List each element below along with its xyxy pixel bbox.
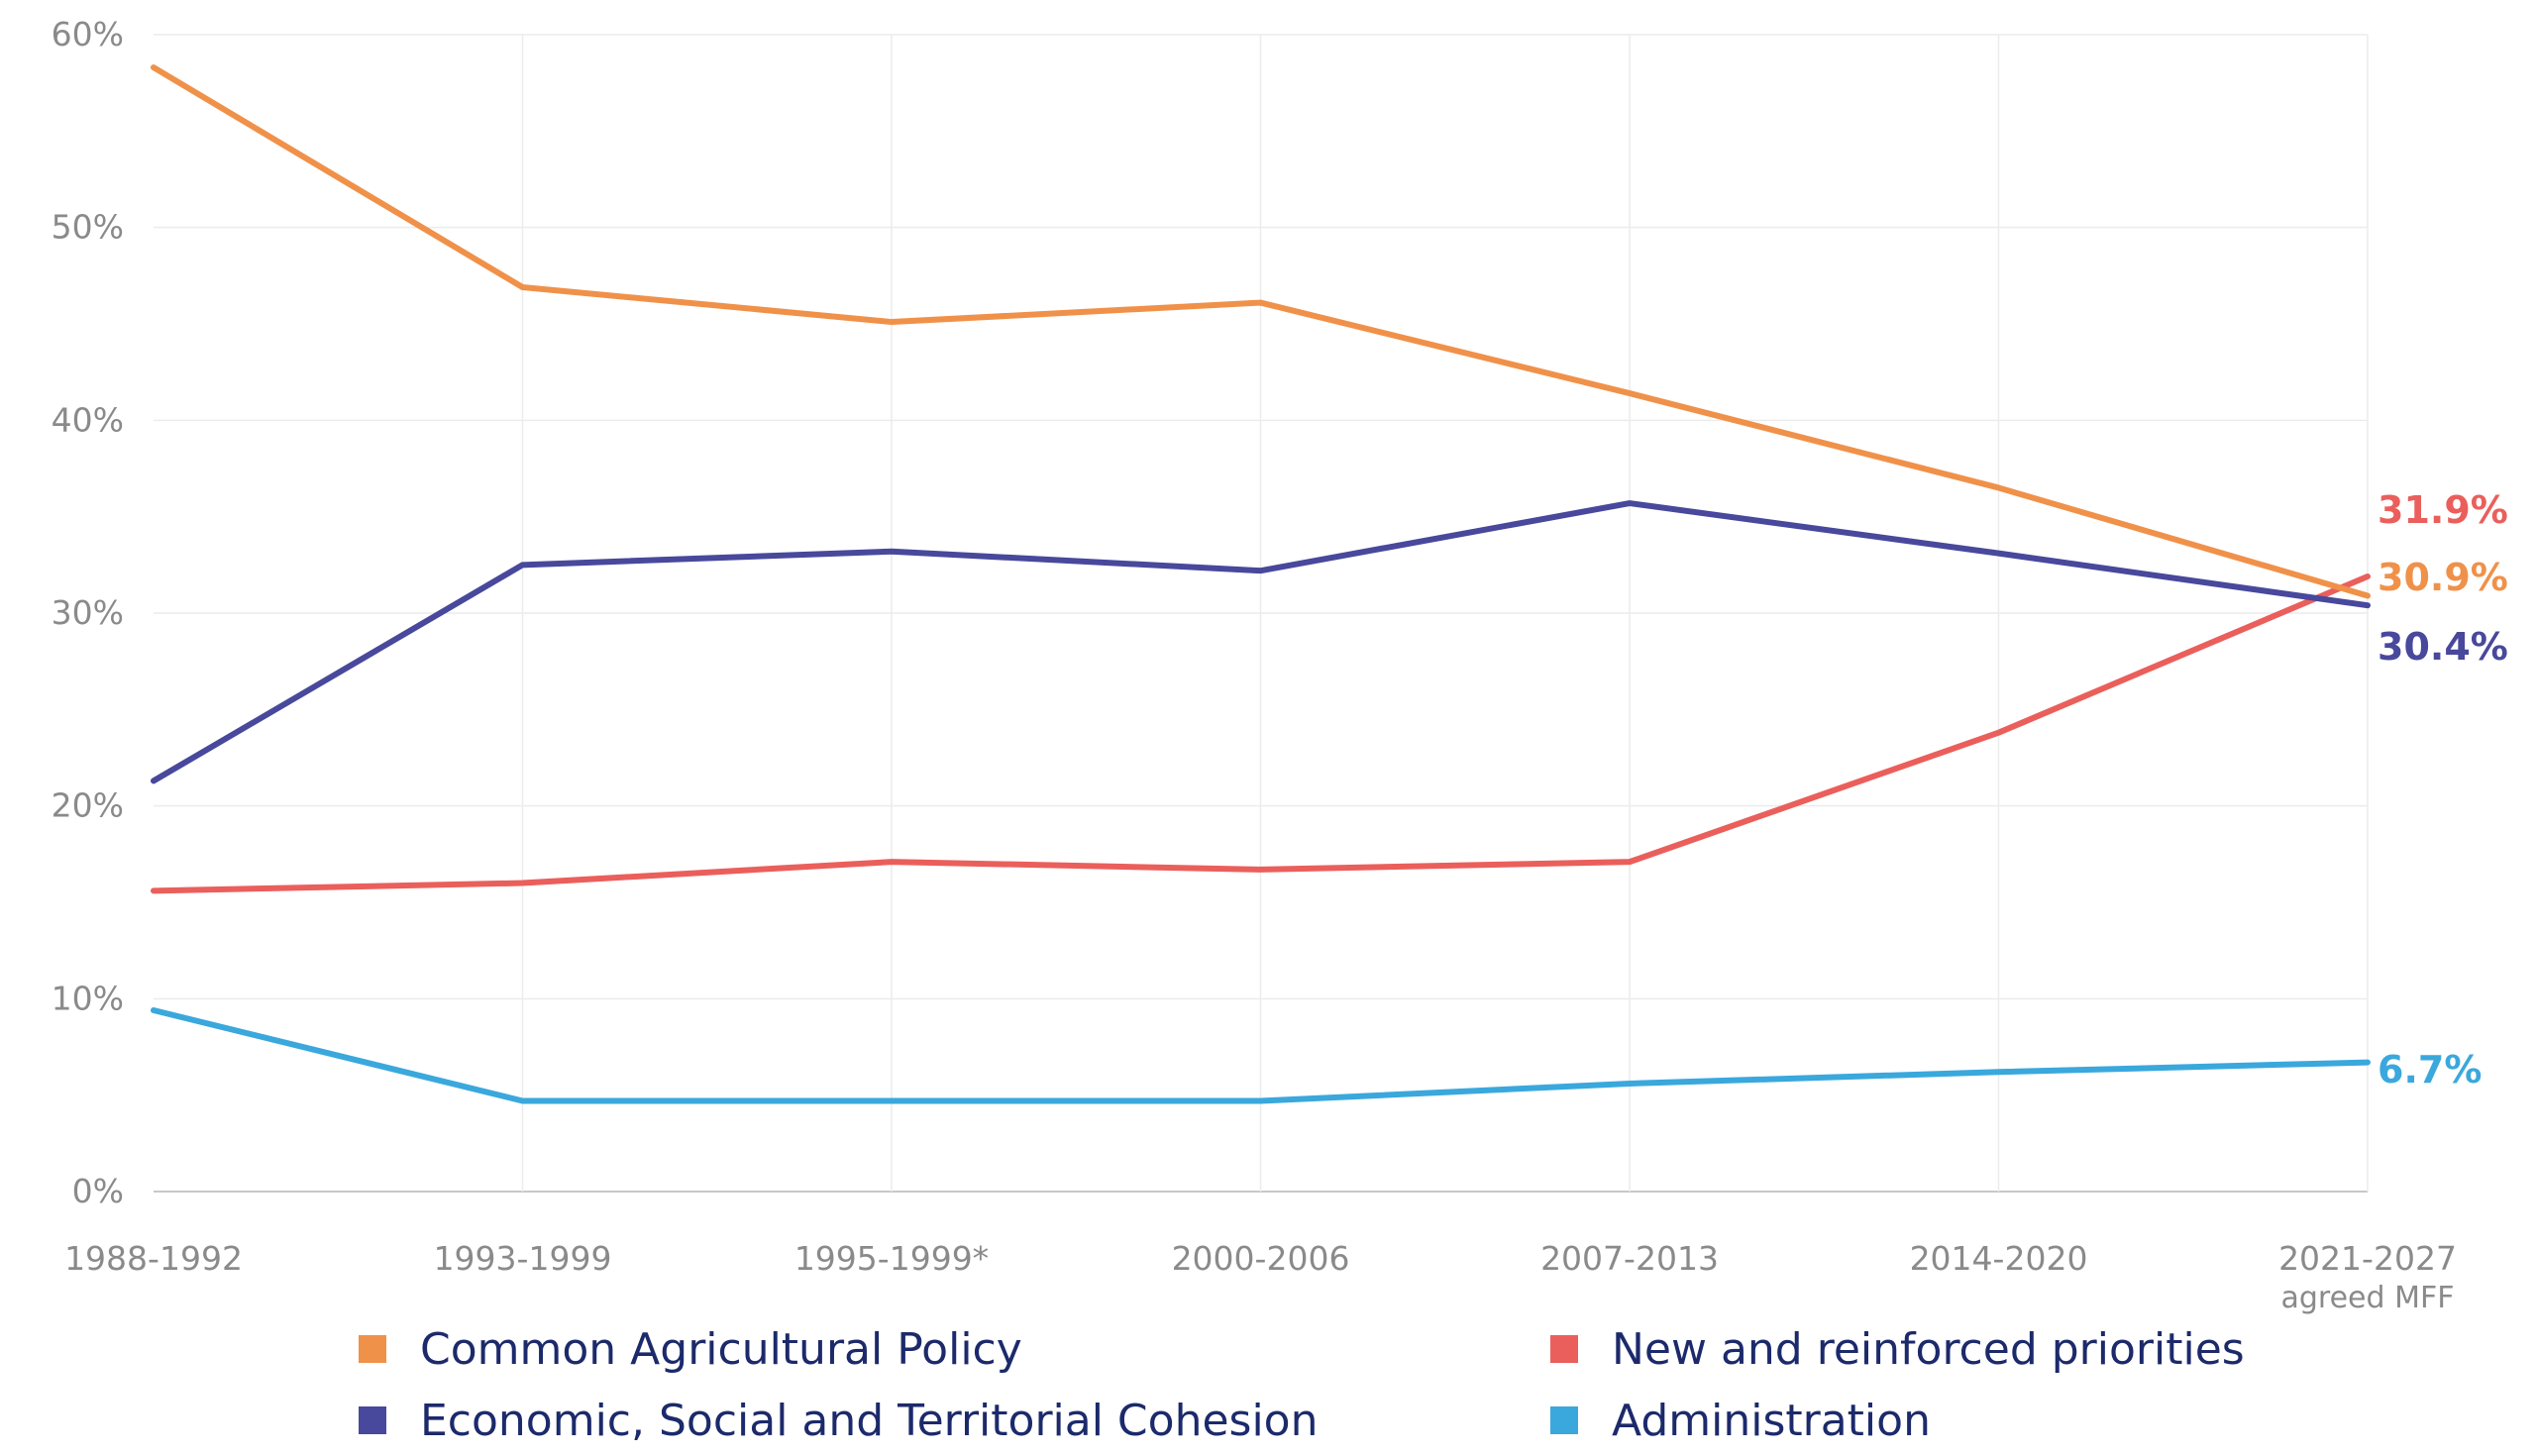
legend-swatch-admin	[1550, 1406, 1578, 1434]
legend-label-cap: Common Agricultural Policy	[420, 1324, 1022, 1375]
y-tick-label: 60%	[52, 15, 124, 53]
x-tick-label: 2021-2027	[2278, 1239, 2457, 1278]
x-tick-label: 1995-1999*	[794, 1239, 989, 1278]
grid-lines	[154, 34, 2369, 1193]
y-tick-label: 0%	[72, 1172, 124, 1210]
x-axis: 1988-1992 1993-1999 1995-1999* 2000-2006 200…	[64, 1239, 2457, 1315]
series-line-cohesion	[151, 500, 2371, 784]
legend: Common Agricultural Policy New and reinfo…	[359, 1324, 2245, 1446]
legend-label-admin: Administration	[1612, 1396, 1931, 1446]
y-tick-label: 10%	[52, 979, 124, 1017]
end-label-cap: 30.9%	[2378, 556, 2508, 599]
end-label-cohesion: 30.4%	[2378, 625, 2508, 669]
legend-label-nrp: New and reinforced priorities	[1612, 1324, 2245, 1375]
legend-swatch-cap	[359, 1335, 386, 1363]
y-tick-label: 40%	[52, 400, 124, 439]
series-lines	[151, 64, 2371, 1104]
y-tick-label: 20%	[52, 786, 124, 825]
x-tick-label: 1988-1992	[64, 1239, 243, 1278]
y-tick-label: 50%	[52, 208, 124, 247]
series-line-nrp	[151, 573, 2371, 894]
legend-label-cohesion: Economic, Social and Territorial Cohesio…	[420, 1396, 1319, 1446]
x-tick-label: 2000-2006	[1172, 1239, 1350, 1278]
end-labels: 30.9% 31.9% 30.4% 6.7%	[2378, 488, 2508, 1092]
series-line-admin	[151, 1007, 2371, 1104]
x-tick-label: 1993-1999	[434, 1239, 612, 1278]
end-label-admin: 6.7%	[2378, 1048, 2482, 1092]
y-tick-label: 30%	[52, 593, 124, 632]
series-line-cap	[151, 64, 2371, 599]
x-tick-label: 2007-2013	[1540, 1239, 1719, 1278]
end-label-nrp: 31.9%	[2378, 488, 2508, 532]
x-tick-label: 2014-2020	[1910, 1239, 2088, 1278]
legend-swatch-nrp	[1550, 1335, 1578, 1363]
legend-swatch-cohesion	[359, 1406, 386, 1434]
x-tick-sublabel: agreed MFF	[2281, 1281, 2455, 1315]
y-axis: 0% 10% 20% 30% 40% 50% 60%	[52, 15, 124, 1210]
